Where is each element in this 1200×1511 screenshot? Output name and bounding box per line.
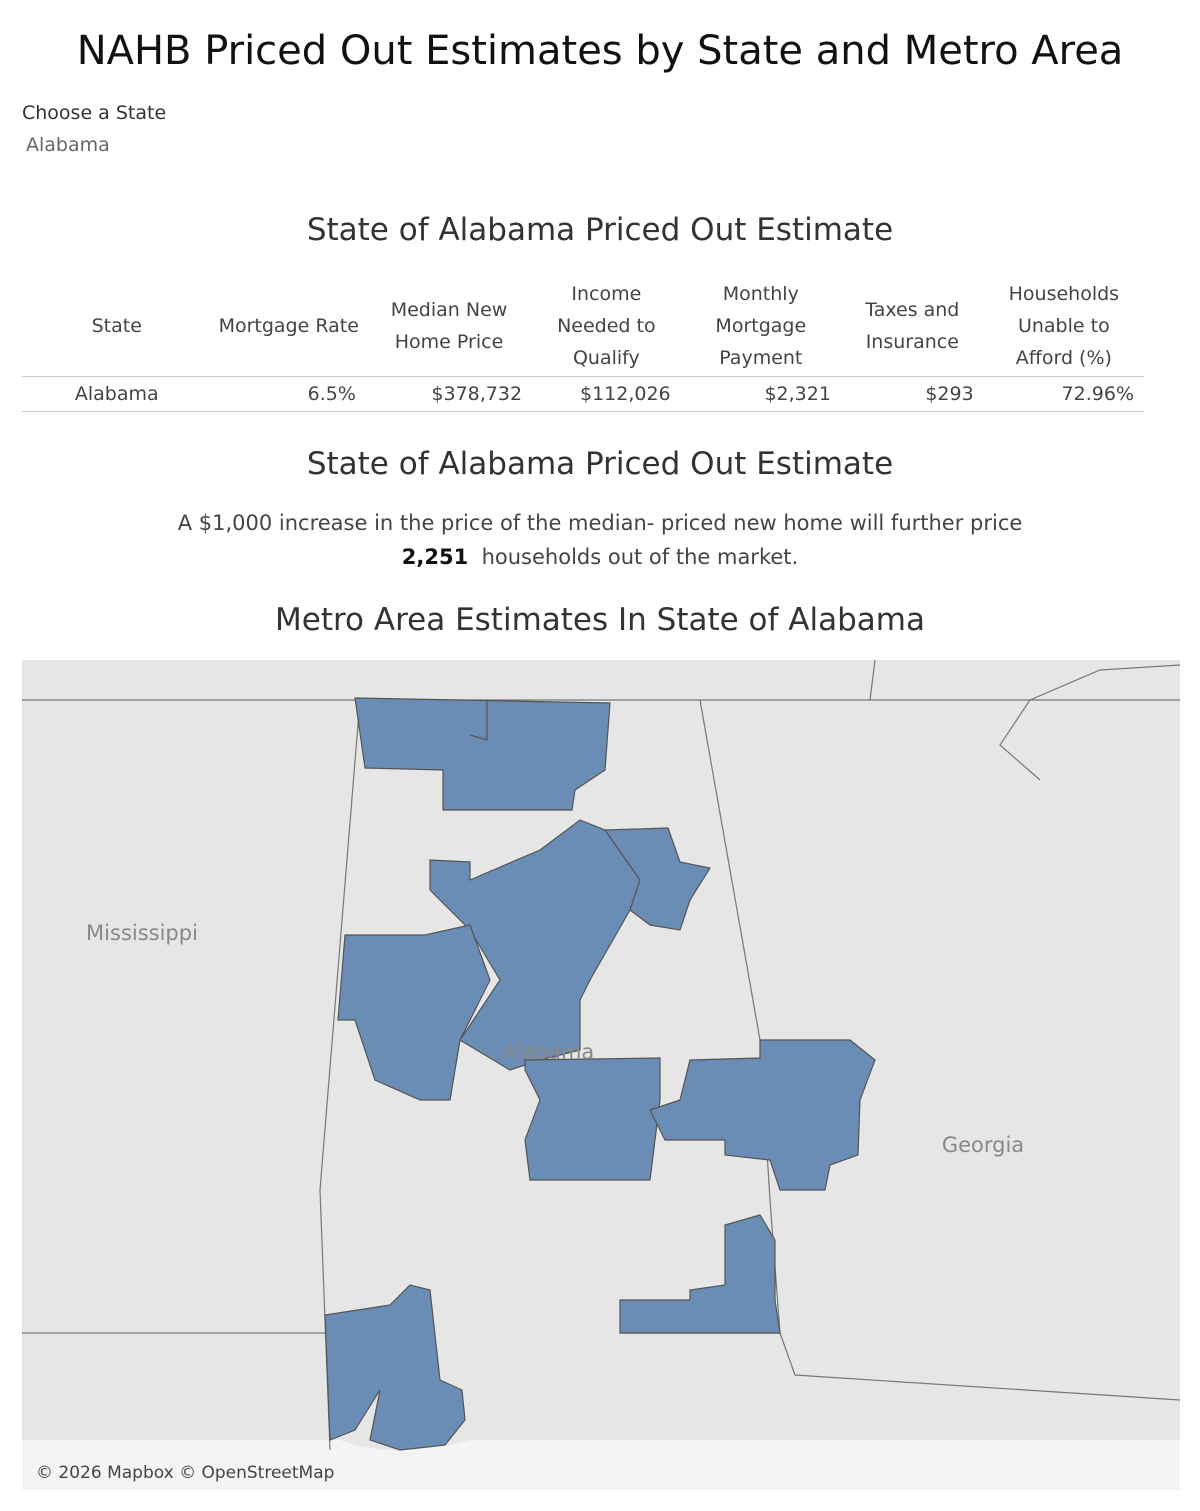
cell: 6.5% xyxy=(211,376,366,412)
map-label: Georgia xyxy=(942,1133,1024,1157)
estimate-table: State Mortgage Rate Median New Home Pric… xyxy=(22,276,1144,412)
column-header: Monthly Mortgage Payment xyxy=(680,276,841,377)
summary-after: households out of the market. xyxy=(481,545,799,569)
metro-area[interactable] xyxy=(649,1039,876,1191)
map-attribution[interactable]: © 2026 Mapbox © OpenStreetMap xyxy=(36,1463,334,1483)
filter-label: Choose a State xyxy=(22,102,167,124)
cell: $112,026 xyxy=(532,376,681,412)
cell: 72.96% xyxy=(983,376,1144,412)
metro-area[interactable] xyxy=(337,924,491,1101)
column-header: Households Unable to Afford (%) xyxy=(983,276,1144,377)
cell: $378,732 xyxy=(365,376,533,412)
metro-areas xyxy=(324,697,876,1451)
summary-number: 2,251 xyxy=(401,545,469,569)
metro-area[interactable] xyxy=(324,1284,466,1451)
cell: $293 xyxy=(840,376,984,412)
cell: $2,321 xyxy=(680,376,841,412)
table-title: State of Alabama Priced Out Estimate xyxy=(306,212,894,248)
state-dropdown[interactable]: Alabama xyxy=(26,134,110,156)
column-header: Taxes and Insurance xyxy=(840,276,984,377)
column-header: State xyxy=(22,276,212,377)
metro-area[interactable] xyxy=(603,827,711,931)
metro-area[interactable] xyxy=(524,1057,661,1181)
metro-area[interactable] xyxy=(619,1214,781,1334)
metro-area[interactable] xyxy=(354,697,611,811)
map: Mississippi Alabama Georgia © 2026 Mapbo… xyxy=(22,660,1180,1490)
column-header: Income Needed to Qualify xyxy=(532,276,681,377)
summary-before: A $1,000 increase in the price of the me… xyxy=(177,511,1023,535)
page-title: NAHB Priced Out Estimates by State and M… xyxy=(76,28,1124,74)
summary-text: A $1,000 increase in the price of the me… xyxy=(0,506,1200,574)
metro-area[interactable] xyxy=(429,819,641,1071)
summary-title: State of Alabama Priced Out Estimate xyxy=(306,446,894,482)
column-header: Mortgage Rate xyxy=(211,276,366,377)
map-label: Alabama xyxy=(502,1040,595,1064)
map-label: Mississippi xyxy=(86,921,198,945)
column-header: Median New Home Price xyxy=(365,276,533,377)
gulf xyxy=(22,1440,1180,1490)
map-title: Metro Area Estimates In State of Alabama xyxy=(275,602,925,638)
cell: Alabama xyxy=(22,376,212,412)
